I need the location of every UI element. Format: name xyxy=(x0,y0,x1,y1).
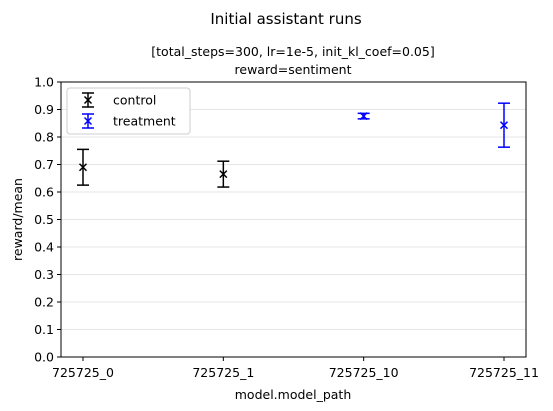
x-tick-label: 725725_11 xyxy=(469,365,539,380)
legend-item: control xyxy=(82,92,156,108)
y-axis-label: reward/mean xyxy=(10,178,25,261)
x-tick-label: 725725_1 xyxy=(192,365,254,380)
y-tick-label: 0.4 xyxy=(34,240,54,255)
data-point xyxy=(498,102,510,148)
grid-lines xyxy=(61,109,526,330)
y-tick-label: 0.7 xyxy=(34,157,54,172)
data-point xyxy=(357,112,370,121)
chart-suptitle: Initial assistant runs xyxy=(210,10,361,28)
legend-items: control treatment xyxy=(82,92,176,129)
x-axis-label: model.model_path xyxy=(235,387,352,402)
chart-title-line1: [total_steps=300, lr=1e-5, init_kl_coef=… xyxy=(151,44,434,59)
plot-frame xyxy=(60,81,527,358)
legend-label: treatment xyxy=(113,114,176,129)
legend-item: treatment xyxy=(82,113,176,129)
y-tick-label: 0.9 xyxy=(34,102,54,117)
x-axis: 725725_0 725725_1 725725_10 725725_11 xyxy=(52,357,539,380)
legend: control treatment xyxy=(66,87,191,135)
data-point xyxy=(77,148,89,186)
x-tick-label: 725725_0 xyxy=(52,365,114,380)
y-tick-label: 0.6 xyxy=(34,185,54,200)
y-tick-label: 0.0 xyxy=(34,350,54,365)
x-tick-label: 725725_10 xyxy=(329,365,399,380)
x-marker xyxy=(219,170,228,179)
data-marks xyxy=(77,102,510,188)
legend-box xyxy=(66,87,191,135)
data-point xyxy=(217,160,230,188)
chart-title-line2: reward=sentiment xyxy=(235,62,352,77)
y-tick-label: 0.1 xyxy=(34,322,54,337)
legend-marker-icon xyxy=(83,95,93,105)
y-tick-label: 0.3 xyxy=(34,267,54,282)
y-tick-label: 0.8 xyxy=(34,130,54,145)
x-marker xyxy=(78,163,88,172)
x-marker xyxy=(499,121,509,130)
y-tick-label: 1.0 xyxy=(34,75,54,90)
legend-label: control xyxy=(113,93,156,108)
legend-marker-icon xyxy=(83,116,93,126)
y-tick-label: 0.5 xyxy=(34,212,54,227)
x-marker xyxy=(359,112,368,121)
y-axis: 0.0 0.1 0.2 0.3 0.4 0.5 0.6 0.7 0.8 0.9 1.0 xyxy=(34,75,61,365)
y-tick-label: 0.2 xyxy=(34,295,54,310)
